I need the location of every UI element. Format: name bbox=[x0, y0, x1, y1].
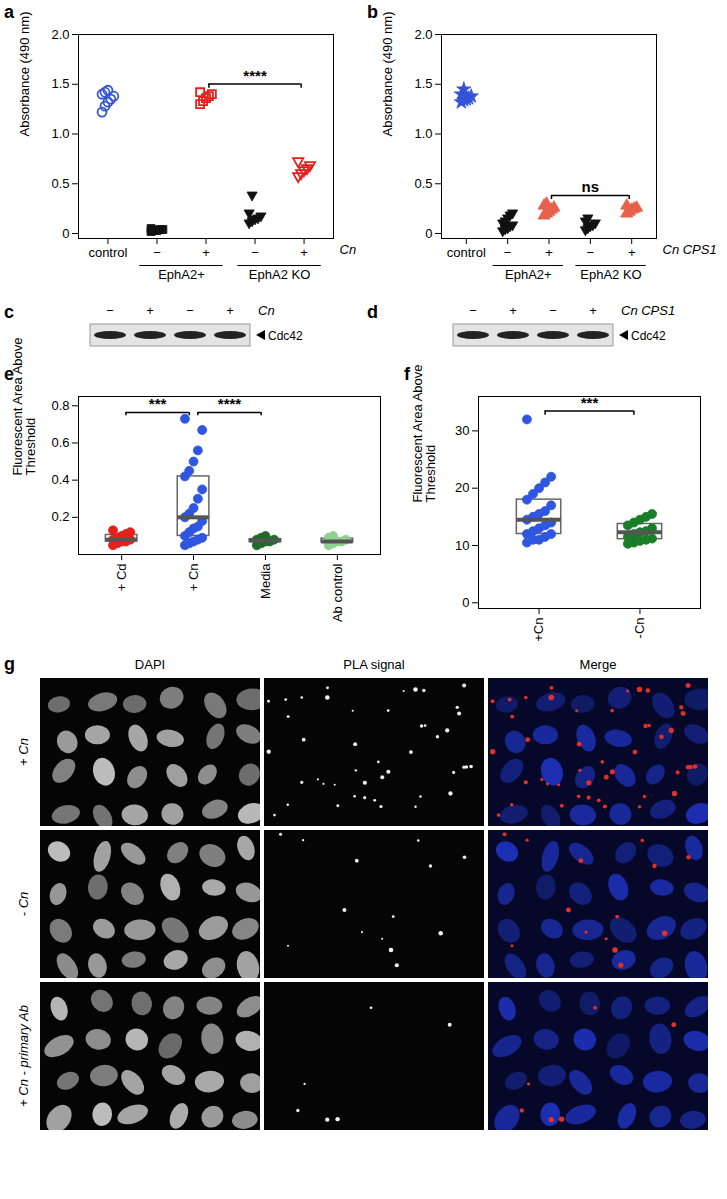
svg-text:EphA2+: EphA2+ bbox=[158, 267, 205, 282]
svg-text:0.8: 0.8 bbox=[51, 398, 69, 413]
svg-text:Fluorescent Area AboveThreshol: Fluorescent Area AboveThreshold bbox=[10, 337, 38, 475]
svg-text:0: 0 bbox=[425, 226, 432, 241]
svg-text:EphA2 KO: EphA2 KO bbox=[580, 267, 641, 282]
svg-text:ns: ns bbox=[582, 178, 600, 195]
svg-text:+ Cn: + Cn bbox=[186, 564, 201, 592]
svg-text:Merge: Merge bbox=[580, 657, 617, 672]
svg-text:10: 10 bbox=[455, 538, 469, 553]
svg-text:Cn: Cn bbox=[340, 242, 357, 257]
svg-text:Cdc42: Cdc42 bbox=[268, 329, 303, 343]
svg-text:control: control bbox=[88, 245, 127, 260]
svg-text:−: − bbox=[186, 303, 194, 318]
svg-text:Media: Media bbox=[258, 563, 273, 599]
svg-text:+: + bbox=[589, 303, 597, 318]
svg-text:2.0: 2.0 bbox=[414, 27, 432, 42]
svg-text:+ Cd: + Cd bbox=[114, 564, 129, 592]
svg-text:0: 0 bbox=[462, 595, 469, 610]
svg-text:Ab control: Ab control bbox=[330, 563, 345, 622]
svg-text:***: *** bbox=[581, 394, 599, 411]
svg-text:***: *** bbox=[149, 395, 167, 412]
svg-text:Absorbance (490 nm): Absorbance (490 nm) bbox=[380, 11, 395, 136]
svg-text:Fluorescent Area AboveThreshol: Fluorescent Area AboveThreshold bbox=[410, 364, 438, 502]
svg-text:+: + bbox=[146, 303, 154, 318]
svg-text:****: **** bbox=[218, 395, 242, 412]
svg-text:+: + bbox=[226, 303, 234, 318]
svg-text:****: **** bbox=[243, 67, 267, 84]
svg-text:0.4: 0.4 bbox=[51, 472, 69, 487]
svg-text:Absorbance (490 nm): Absorbance (490 nm) bbox=[17, 11, 32, 136]
svg-text:−: − bbox=[251, 245, 259, 260]
svg-text:−: − bbox=[153, 245, 161, 260]
svg-text:−: − bbox=[106, 303, 114, 318]
svg-text:+: + bbox=[509, 303, 517, 318]
svg-text:Cdc42: Cdc42 bbox=[631, 329, 666, 343]
svg-text:-Cn: -Cn bbox=[632, 618, 647, 639]
svg-text:0.2: 0.2 bbox=[51, 509, 69, 524]
svg-text:+ Cn - primary Ab: + Cn - primary Ab bbox=[16, 1005, 31, 1107]
svg-text:+: + bbox=[202, 245, 210, 260]
svg-text:−: − bbox=[469, 303, 477, 318]
svg-text:30: 30 bbox=[455, 423, 469, 438]
svg-text:- Cn: - Cn bbox=[16, 892, 31, 917]
svg-text:20: 20 bbox=[455, 480, 469, 495]
svg-text:EphA2+: EphA2+ bbox=[505, 267, 552, 282]
svg-text:−: − bbox=[504, 245, 512, 260]
svg-text:0.5: 0.5 bbox=[414, 176, 432, 191]
svg-text:1.0: 1.0 bbox=[414, 126, 432, 141]
svg-text:0.6: 0.6 bbox=[51, 435, 69, 450]
svg-text:+Cn: +Cn bbox=[531, 618, 546, 642]
svg-text:Cn: Cn bbox=[258, 303, 275, 318]
svg-text:+: + bbox=[628, 245, 636, 260]
svg-text:+: + bbox=[545, 245, 553, 260]
svg-text:1.0: 1.0 bbox=[51, 126, 69, 141]
svg-text:EphA2 KO: EphA2 KO bbox=[249, 267, 310, 282]
svg-text:Cn CPS1: Cn CPS1 bbox=[621, 303, 675, 318]
svg-text:0.5: 0.5 bbox=[51, 176, 69, 191]
svg-text:Cn CPS1: Cn CPS1 bbox=[663, 242, 717, 257]
svg-text:−: − bbox=[549, 303, 557, 318]
svg-text:0: 0 bbox=[62, 226, 69, 241]
svg-text:−: − bbox=[587, 245, 595, 260]
svg-text:DAPI: DAPI bbox=[135, 657, 165, 672]
svg-text:1.5: 1.5 bbox=[51, 76, 69, 91]
svg-text:2.0: 2.0 bbox=[51, 27, 69, 42]
svg-text:PLA signal: PLA signal bbox=[343, 657, 405, 672]
svg-text:control: control bbox=[447, 245, 486, 260]
svg-text:+ Cn: + Cn bbox=[16, 738, 31, 766]
svg-text:+: + bbox=[300, 245, 308, 260]
svg-text:1.5: 1.5 bbox=[414, 76, 432, 91]
